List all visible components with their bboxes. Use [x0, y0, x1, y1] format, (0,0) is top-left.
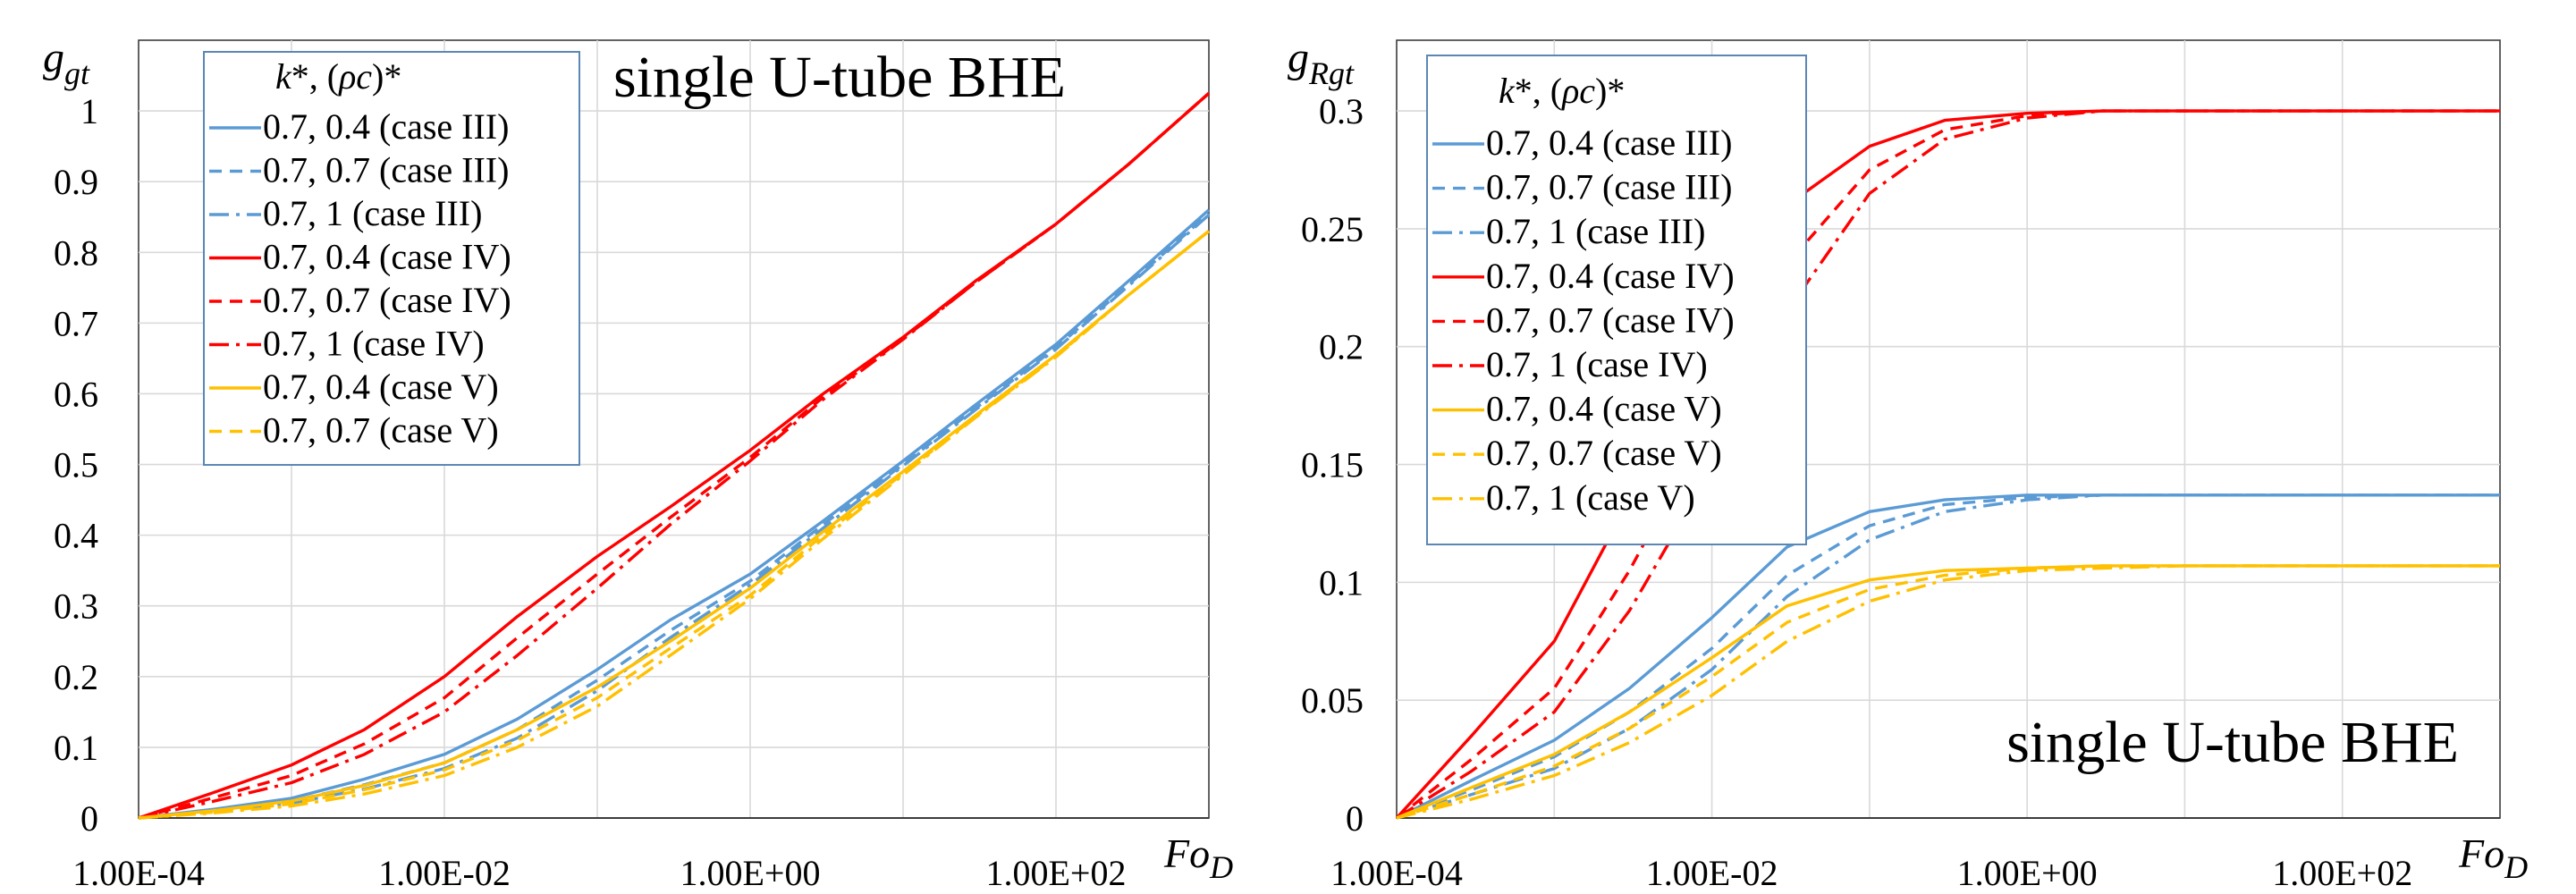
legend-title: k*, (ρc)*	[275, 56, 401, 97]
series-line	[138, 92, 1211, 820]
y-tick-label: 0.9	[54, 162, 98, 202]
legend-title-k: k	[275, 56, 292, 97]
x-tick-label: 1.00E-04	[1330, 853, 1463, 893]
y-tick-label: 0.3	[54, 586, 98, 627]
series-line	[138, 208, 1211, 820]
y-axis-label-sub: Rgt	[1308, 55, 1355, 91]
legend-title-rho: ρc	[337, 56, 372, 97]
y-tick-label: 0.6	[54, 374, 98, 414]
x-axis-label: FoD	[1163, 831, 1233, 885]
legend-label: 0.7, 0.7 (case III)	[263, 150, 509, 190]
legend-label: 0.7, 0.7 (case V)	[263, 410, 499, 451]
x-tick-label: 1.00E-02	[1646, 853, 1778, 893]
legend-box	[1426, 55, 1807, 545]
chart-panel-1: 0 0.1 0.2 0.3 0.4 0.5 0.6 0.7 0.8 0.9 1 1.00E-04 1.0…	[43, 34, 1233, 893]
x-tick-label: 1.00E+00	[1957, 853, 2098, 893]
legend-label: 0.7, 0.7 (case V)	[1486, 433, 1722, 473]
chart-panel-2: 0 0.05 0.1 0.15 0.2 0.25 0.3 1.00E-04 1.00E-02 1.…	[1288, 34, 2528, 893]
x-axis-label-main: Fo	[2458, 831, 2504, 876]
y-tick-label: 1	[80, 91, 98, 131]
series-line	[138, 214, 1211, 820]
legend-label: 0.7, 0.4 (case V)	[1486, 389, 1722, 429]
legend-title-end: )*	[372, 56, 401, 97]
legend-title: k*, (ρc)*	[1499, 71, 1625, 111]
y-tick-label: 0.2	[1319, 327, 1364, 367]
legend-box	[203, 51, 580, 466]
legend-label: 0.7, 0.4 (case IV)	[263, 237, 511, 277]
legend-label: 0.7, 1 (case III)	[263, 193, 482, 233]
legend-title-end: )*	[1595, 71, 1625, 111]
legend-label: 0.7, 0.4 (case III)	[263, 106, 509, 147]
y-tick-label: 0	[1346, 798, 1364, 839]
y-tick-label: 0.25	[1301, 209, 1364, 249]
legend-label: 0.7, 1 (case III)	[1486, 211, 1705, 251]
legend-label: 0.7, 0.4 (case IV)	[1486, 256, 1735, 296]
x-tick-label: 1.00E-02	[378, 853, 511, 893]
y-axis-label-main: g	[43, 34, 64, 81]
y-tick-label: 0.2	[54, 657, 98, 697]
y-tick-label: 0.3	[1319, 91, 1364, 131]
y-tick-label: 0.8	[54, 232, 98, 273]
legend-title-k: k	[1499, 71, 1516, 111]
y-tick-label: 0.05	[1301, 680, 1364, 721]
legend-title-mid: *, (	[1515, 71, 1562, 111]
x-axis-label-main: Fo	[1163, 831, 1210, 876]
legend-label: 0.7, 1 (case IV)	[1486, 344, 1708, 384]
series-line	[138, 230, 1211, 820]
x-tick-label: 1.00E+02	[2272, 853, 2412, 893]
y-tick-label: 0	[80, 798, 98, 839]
y-tick-label: 0.15	[1301, 445, 1364, 485]
y-axis-label-main: g	[1288, 34, 1309, 81]
legend-title-mid: *, (	[291, 56, 339, 97]
chart-annotation: single U-tube BHE	[613, 45, 1066, 110]
series-line	[1396, 564, 2500, 820]
x-tick-label: 1.00E-04	[72, 853, 205, 893]
y-tick-label: 0.1	[54, 728, 98, 768]
legend: k*, (ρc)*0.7, 0.4 (case III)0.7, 0.7 (ca…	[203, 51, 580, 466]
y-axis-label-sub: gt	[64, 55, 90, 91]
x-axis-label: FoD	[2458, 831, 2528, 885]
legend-label: 0.7, 0.7 (case IV)	[263, 280, 511, 320]
legend-label: 0.7, 0.7 (case IV)	[1486, 299, 1735, 340]
legend-label: 0.7, 0.4 (case III)	[1486, 122, 1732, 163]
series-line	[1396, 109, 2500, 820]
legend-label: 0.7, 1 (case V)	[1486, 477, 1695, 518]
series-line	[1396, 493, 2500, 820]
y-tick-label: 0.5	[54, 445, 98, 485]
series-line	[1396, 493, 2500, 820]
y-axis-label: ggt	[43, 34, 90, 91]
x-tick-label: 1.00E+00	[680, 853, 821, 893]
y-tick-label: 0.7	[54, 303, 98, 343]
x-axis-label-sub: D	[2504, 849, 2528, 885]
x-axis-label-sub: D	[1209, 849, 1233, 885]
legend-title-rho: ρc	[1560, 71, 1595, 111]
chart-annotation: single U-tube BHE	[2006, 710, 2459, 775]
x-tick-label: 1.00E+02	[986, 853, 1127, 893]
series-line	[1396, 564, 2500, 820]
y-tick-label: 0.1	[1319, 562, 1364, 603]
legend-label: 0.7, 1 (case IV)	[263, 324, 485, 364]
legend: k*, (ρc)*0.7, 0.4 (case III)0.7, 0.7 (ca…	[1426, 55, 1807, 545]
y-tick-label: 0.4	[54, 516, 98, 556]
legend-label: 0.7, 0.4 (case V)	[263, 367, 499, 407]
legend-label: 0.7, 0.7 (case III)	[1486, 167, 1732, 207]
series-line	[1396, 564, 2500, 820]
y-axis-label: gRgt	[1288, 34, 1355, 91]
series-line	[138, 92, 1211, 820]
